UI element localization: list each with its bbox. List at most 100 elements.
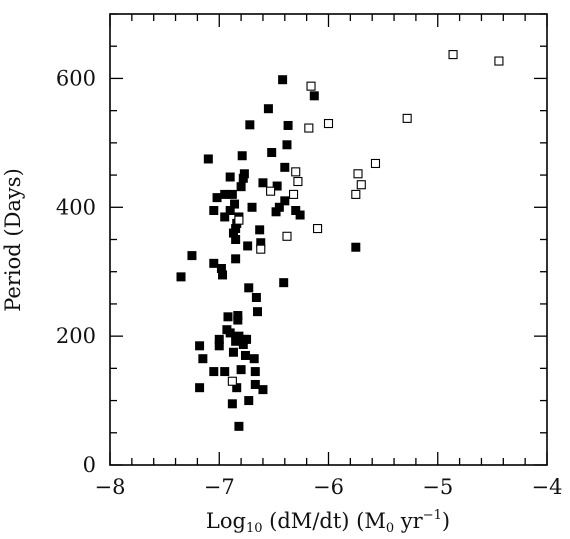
- x-tick-label: −8: [95, 475, 126, 499]
- point-filled-square: [263, 104, 273, 114]
- y-tick-label: 0: [83, 453, 96, 477]
- point-open-square: [494, 56, 504, 66]
- plot-frame: [109, 13, 548, 466]
- point-open-square: [256, 244, 266, 254]
- point-open-square: [293, 176, 303, 187]
- x-tick-label: −5: [422, 475, 453, 499]
- point-filled-square: [214, 341, 224, 351]
- point-filled-square: [271, 207, 281, 217]
- point-filled-square: [283, 120, 293, 130]
- x-tick-labels: −8 −7 −6 −5 −4: [95, 475, 563, 499]
- point-filled-square: [258, 385, 268, 395]
- point-filled-square: [282, 140, 292, 150]
- point-filled-square: [250, 379, 260, 389]
- point-filled-square: [291, 206, 301, 216]
- point-filled-square: [225, 206, 235, 216]
- point-filled-square: [249, 354, 259, 364]
- point-filled-square: [176, 272, 186, 282]
- point-filled-square: [225, 172, 235, 182]
- y-axis-label: Period (Days): [1, 168, 25, 312]
- point-filled-square: [234, 421, 244, 431]
- point-filled-square: [236, 365, 246, 375]
- point-filled-square: [234, 331, 244, 341]
- point-filled-square: [225, 328, 235, 338]
- point-filled-square: [244, 283, 254, 293]
- x-tick-label: −7: [204, 475, 235, 499]
- point-open-square: [291, 167, 301, 177]
- point-filled-square: [247, 202, 257, 212]
- y-tick-labels: 0 200 400 600: [56, 66, 96, 477]
- point-filled-square: [228, 347, 238, 357]
- x-axis-label-sub2: 0: [386, 521, 394, 536]
- point-filled-square: [195, 383, 205, 393]
- point-filled-square: [223, 312, 233, 322]
- point-filled-square: [309, 91, 319, 101]
- x-tick-label: −6: [313, 475, 344, 499]
- point-filled-square: [272, 181, 282, 191]
- point-filled-square: [240, 350, 250, 360]
- point-open-square: [266, 186, 276, 196]
- point-filled-square: [231, 224, 241, 234]
- point-open-square: [370, 158, 381, 169]
- point-open-square: [402, 113, 412, 123]
- point-filled-square: [233, 311, 243, 321]
- point-filled-square: [251, 292, 261, 302]
- point-filled-square: [274, 202, 284, 212]
- data-points: [176, 50, 504, 431]
- point-filled-square: [209, 367, 219, 377]
- point-filled-square: [231, 336, 241, 346]
- x-axis-label-close: ): [442, 509, 450, 533]
- point-filled-square: [295, 210, 305, 220]
- point-filled-square: [203, 154, 213, 164]
- point-filled-square: [250, 367, 260, 377]
- point-filled-square: [256, 238, 266, 248]
- point-filled-square: [244, 396, 254, 406]
- point-filled-square: [230, 199, 240, 209]
- x-axis-label-sup: −1: [423, 508, 442, 523]
- point-filled-square: [220, 367, 230, 377]
- point-open-square: [304, 123, 314, 133]
- point-filled-square: [258, 178, 268, 188]
- point-open-square: [353, 169, 363, 179]
- x-axis-label-main: Log: [206, 509, 246, 533]
- point-filled-square: [267, 148, 277, 158]
- point-filled-square: [245, 120, 255, 130]
- x-axis-label-rest: (dM/dt) (M: [263, 509, 386, 533]
- point-filled-square: [252, 307, 262, 317]
- point-open-square: [306, 81, 316, 91]
- point-filled-square: [242, 334, 252, 344]
- point-open-square: [313, 223, 323, 234]
- point-filled-square: [209, 206, 219, 216]
- point-open-square: [227, 376, 237, 386]
- point-filled-square: [214, 334, 224, 344]
- point-filled-square: [209, 258, 219, 268]
- point-filled-square: [231, 235, 241, 244]
- point-filled-square: [216, 263, 226, 273]
- point-open-square: [288, 189, 299, 199]
- point-open-square: [282, 231, 292, 241]
- point-open-square: [356, 180, 366, 190]
- point-filled-square: [218, 270, 228, 280]
- point-filled-square: [233, 315, 243, 325]
- point-open-square: [448, 50, 458, 60]
- point-filled-square: [243, 241, 253, 251]
- point-filled-square: [239, 169, 249, 179]
- point-filled-square: [279, 278, 289, 288]
- x-tick-label: −4: [532, 475, 563, 499]
- point-filled-square: [227, 189, 237, 199]
- point-filled-square: [228, 228, 238, 238]
- point-filled-square: [195, 341, 205, 351]
- point-open-square: [323, 118, 334, 129]
- point-filled-square: [255, 225, 265, 235]
- axis-ticks: [109, 13, 548, 466]
- point-filled-square: [236, 182, 246, 192]
- point-filled-square: [220, 212, 230, 222]
- point-filled-square: [220, 189, 230, 199]
- point-filled-square: [187, 251, 197, 261]
- x-axis-label: Log10 (dM/dt) (M0 yr−1): [206, 508, 450, 536]
- point-filled-square: [227, 399, 237, 409]
- x-axis-label-tail: yr: [394, 509, 424, 533]
- point-filled-square: [278, 75, 288, 85]
- y-tick-label: 400: [56, 195, 96, 219]
- y-tick-label: 200: [56, 324, 96, 348]
